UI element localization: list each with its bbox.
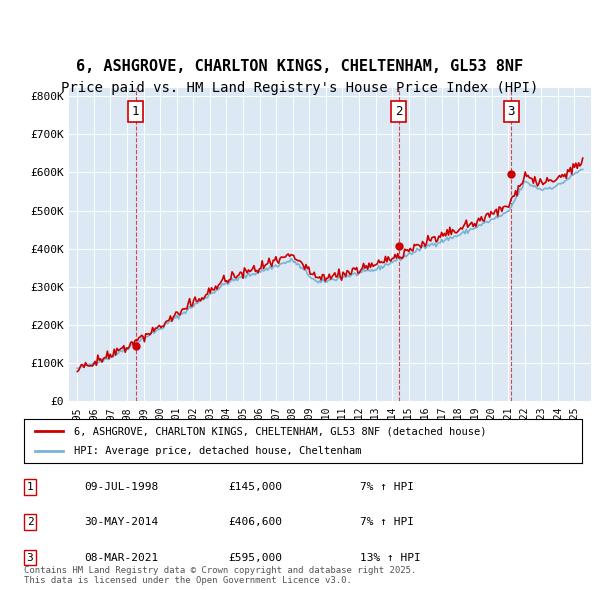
Text: 08-MAR-2021: 08-MAR-2021 [84, 553, 158, 562]
Text: £145,000: £145,000 [228, 482, 282, 491]
Text: 6, ASHGROVE, CHARLTON KINGS, CHELTENHAM, GL53 8NF (detached house): 6, ASHGROVE, CHARLTON KINGS, CHELTENHAM,… [74, 427, 487, 436]
Text: Price paid vs. HM Land Registry's House Price Index (HPI): Price paid vs. HM Land Registry's House … [61, 81, 539, 96]
Text: 3: 3 [508, 105, 515, 118]
Text: 7% ↑ HPI: 7% ↑ HPI [360, 517, 414, 527]
Text: Contains HM Land Registry data © Crown copyright and database right 2025.
This d: Contains HM Land Registry data © Crown c… [24, 566, 416, 585]
Text: 30-MAY-2014: 30-MAY-2014 [84, 517, 158, 527]
Text: 09-JUL-1998: 09-JUL-1998 [84, 482, 158, 491]
Text: £595,000: £595,000 [228, 553, 282, 562]
Text: 3: 3 [26, 553, 34, 562]
Text: 13% ↑ HPI: 13% ↑ HPI [360, 553, 421, 562]
Text: 1: 1 [132, 105, 139, 118]
Text: 6, ASHGROVE, CHARLTON KINGS, CHELTENHAM, GL53 8NF: 6, ASHGROVE, CHARLTON KINGS, CHELTENHAM,… [76, 59, 524, 74]
Text: 7% ↑ HPI: 7% ↑ HPI [360, 482, 414, 491]
Text: £406,600: £406,600 [228, 517, 282, 527]
Text: 2: 2 [395, 105, 403, 118]
Text: HPI: Average price, detached house, Cheltenham: HPI: Average price, detached house, Chel… [74, 446, 362, 455]
Text: 2: 2 [26, 517, 34, 527]
Text: 1: 1 [26, 482, 34, 491]
